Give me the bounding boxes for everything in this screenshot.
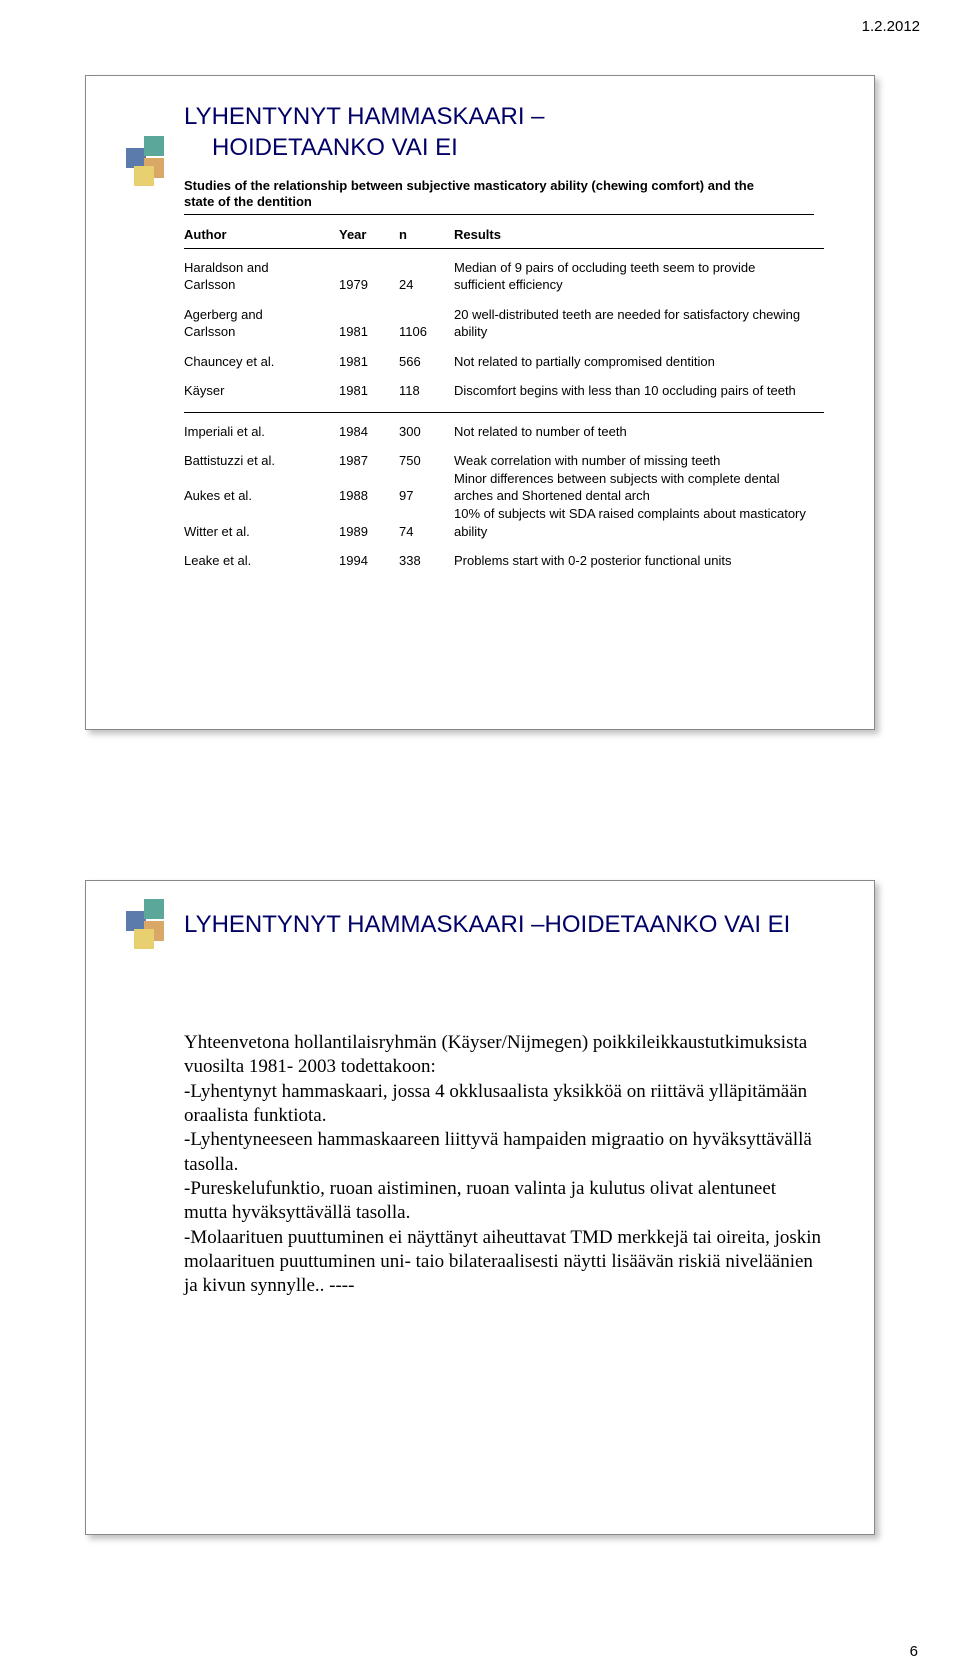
page-number: 6: [910, 1643, 918, 1660]
cell-year: 1981: [339, 382, 399, 400]
cell-author: Käyser: [184, 382, 339, 400]
cell-n: 338: [399, 552, 454, 570]
cell-author: Carlsson: [184, 323, 339, 341]
cell-n: 74: [399, 523, 454, 541]
cell-author: Witter et al.: [184, 523, 339, 541]
th-year: Year: [339, 226, 399, 244]
cell-n: 750: [399, 452, 454, 470]
cell-results: sufficient efficiency: [454, 276, 824, 294]
decor-icon: [126, 899, 168, 949]
cell-results: Minor differences between subjects with …: [454, 470, 824, 488]
summary-text: Yhteenvetona hollantilaisryhmän (Käyser/…: [184, 1031, 824, 1298]
caption-line-1: Studies of the relationship between subj…: [184, 178, 754, 193]
cell-year: 1988: [339, 487, 399, 505]
table-divider: [184, 412, 824, 413]
slide-2: LYHENTYNYT HAMMASKAARI –HOIDETAANKO VAI …: [85, 880, 875, 1535]
cell-n: 566: [399, 353, 454, 371]
cell-results: Discomfort begins with less than 10 occl…: [454, 382, 824, 400]
cell-year: 1987: [339, 452, 399, 470]
cell-author: Battistuzzi et al.: [184, 452, 339, 470]
cell-results: ability: [454, 523, 824, 541]
cell-author: Imperiali et al.: [184, 423, 339, 441]
table-row: Witter et al. 1989 74 ability: [184, 523, 824, 541]
cell-year: 1981: [339, 353, 399, 371]
cell-author: Haraldson and: [184, 259, 339, 277]
cell-n: 1106: [399, 323, 454, 341]
table-row: Haraldson and Median of 9 pairs of occlu…: [184, 259, 824, 294]
cell-results: ability: [454, 323, 824, 341]
date-header: 1.2.2012: [862, 18, 920, 35]
cell-n: 24: [399, 276, 454, 294]
table-row: Agerberg and 20 well-distributed teeth a…: [184, 306, 824, 341]
cell-author: Carlsson: [184, 276, 339, 294]
table-row: Chauncey et al. 1981 566 Not related to …: [184, 353, 824, 371]
cell-results: 10% of subjects wit SDA raised complaint…: [454, 505, 824, 523]
slide-title: LYHENTYNYT HAMMASKAARI – HOIDETAANKO VAI…: [184, 101, 784, 163]
title-line-2: HOIDETAANKO VAI EI: [184, 132, 784, 163]
title-line-1: LYHENTYNYT HAMMASKAARI –: [184, 101, 784, 132]
cell-n: 300: [399, 423, 454, 441]
decor-icon: [126, 136, 168, 186]
th-results: Results: [454, 226, 824, 244]
cell-results: Not related to partially compromised den…: [454, 353, 824, 371]
summary-p1: Yhteenvetona hollantilaisryhmän (Käyser/…: [184, 1031, 824, 1080]
table-row: Battistuzzi et al. 1987 750 Weak correla…: [184, 452, 824, 487]
table-row: Aukes et al. 1988 97 arches and Shortene…: [184, 487, 824, 522]
cell-n: 97: [399, 487, 454, 505]
cell-author: Chauncey et al.: [184, 353, 339, 371]
th-n: n: [399, 226, 454, 244]
th-author: Author: [184, 226, 339, 244]
summary-p2: -Lyhentynyt hammaskaari, jossa 4 okklusa…: [184, 1080, 824, 1129]
cell-results: Weak correlation with number of missing …: [454, 452, 824, 470]
cell-results: arches and Shortened dental arch: [454, 487, 824, 505]
cell-author: Leake et al.: [184, 552, 339, 570]
summary-p5: -Molaarituen puuttuminen ei näyttänyt ai…: [184, 1226, 824, 1299]
table-row: Imperiali et al. 1984 300 Not related to…: [184, 423, 824, 441]
cell-results: Not related to number of teeth: [454, 423, 824, 441]
studies-table: Author Year n Results Haraldson and Medi…: [184, 226, 824, 570]
cell-year: 1984: [339, 423, 399, 441]
cell-results: Median of 9 pairs of occluding teeth see…: [454, 259, 824, 277]
cell-year: 1981: [339, 323, 399, 341]
cell-n: 118: [399, 382, 454, 400]
table-caption: Studies of the relationship between subj…: [184, 178, 814, 215]
cell-year: 1989: [339, 523, 399, 541]
summary-p4: -Pureskelufunktio, ruoan aistiminen, ruo…: [184, 1177, 824, 1226]
table-row: Leake et al. 1994 338 Problems start wit…: [184, 552, 824, 570]
cell-results: Problems start with 0-2 posterior functi…: [454, 552, 824, 570]
cell-author: Agerberg and: [184, 306, 339, 324]
summary-p3: -Lyhentyneeseen hammaskaareen liittyvä h…: [184, 1128, 824, 1177]
table-header-row: Author Year n Results: [184, 226, 824, 249]
cell-results: 20 well-distributed teeth are needed for…: [454, 306, 824, 324]
cell-year: 1979: [339, 276, 399, 294]
slide-1: LYHENTYNYT HAMMASKAARI – HOIDETAANKO VAI…: [85, 75, 875, 730]
slide-title: LYHENTYNYT HAMMASKAARI –HOIDETAANKO VAI …: [184, 909, 854, 940]
table-row: Käyser 1981 118 Discomfort begins with l…: [184, 382, 824, 400]
cell-author: Aukes et al.: [184, 487, 339, 505]
caption-line-2: state of the dentition: [184, 194, 312, 209]
cell-year: 1994: [339, 552, 399, 570]
